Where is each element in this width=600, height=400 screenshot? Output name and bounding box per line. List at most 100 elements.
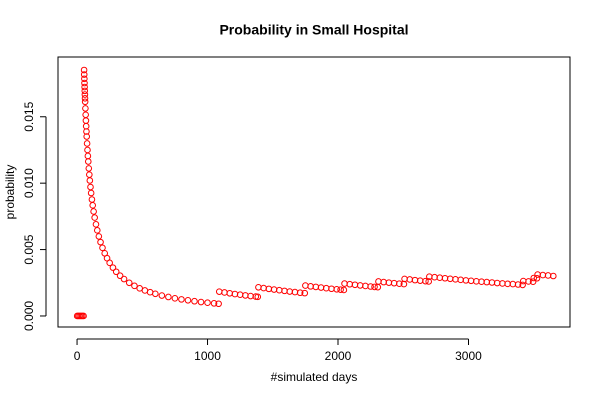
point	[254, 293, 262, 301]
x-tick-label: 2000	[325, 349, 352, 363]
point	[106, 259, 113, 267]
point	[525, 278, 532, 285]
point	[88, 196, 96, 203]
x-tick-label: 1000	[194, 349, 221, 363]
point	[296, 289, 304, 297]
point	[457, 276, 464, 284]
point	[351, 281, 359, 289]
point	[221, 289, 228, 296]
point	[514, 281, 522, 288]
point	[533, 274, 541, 282]
point	[81, 83, 88, 91]
point	[534, 271, 541, 278]
point	[158, 292, 166, 299]
point	[86, 171, 93, 178]
x-tick-label: 3000	[455, 349, 482, 363]
point	[362, 282, 369, 290]
point	[83, 133, 91, 140]
point	[91, 214, 98, 221]
point	[231, 290, 239, 298]
point	[247, 292, 254, 300]
point	[281, 287, 288, 295]
point	[184, 297, 192, 304]
point	[86, 177, 94, 184]
point	[367, 283, 374, 290]
point	[291, 288, 299, 296]
point	[371, 283, 378, 291]
point	[80, 312, 87, 320]
point	[275, 286, 283, 294]
point	[236, 291, 244, 299]
point	[95, 233, 103, 240]
point	[406, 276, 414, 283]
point	[396, 280, 403, 288]
point	[260, 284, 267, 292]
point	[226, 289, 234, 297]
point	[270, 286, 278, 293]
point	[385, 279, 393, 286]
point	[80, 71, 88, 78]
point	[152, 290, 159, 298]
y-axis-label: probability	[3, 165, 17, 220]
point	[530, 274, 538, 282]
point	[441, 274, 449, 282]
y-tick-label: 0.010	[22, 168, 36, 198]
point	[215, 288, 223, 295]
point	[82, 117, 90, 124]
point	[215, 300, 222, 308]
point	[380, 278, 387, 286]
point	[322, 284, 330, 292]
point	[84, 152, 92, 160]
point	[82, 105, 89, 112]
point	[340, 286, 348, 294]
point	[85, 165, 93, 172]
point	[337, 286, 344, 293]
point	[210, 300, 218, 307]
point	[416, 277, 424, 284]
point	[328, 285, 335, 293]
point	[82, 111, 89, 119]
point	[84, 146, 91, 154]
point	[390, 279, 398, 287]
x-axis-label: #simulated days	[271, 370, 358, 384]
point	[99, 244, 106, 252]
point	[265, 285, 273, 293]
plot-box	[57, 56, 571, 328]
point	[131, 282, 138, 290]
point	[422, 277, 429, 285]
point	[97, 238, 104, 246]
point	[333, 285, 341, 293]
point	[446, 275, 454, 283]
point	[89, 202, 97, 209]
point	[255, 283, 262, 291]
point	[116, 272, 124, 280]
point	[431, 273, 438, 281]
point	[125, 279, 133, 287]
point	[81, 79, 88, 87]
point	[204, 299, 211, 306]
point	[529, 278, 537, 286]
point	[286, 288, 294, 295]
point	[165, 293, 172, 301]
point	[242, 292, 249, 299]
point	[93, 227, 101, 234]
point	[87, 189, 95, 197]
point	[452, 276, 459, 283]
point	[197, 298, 205, 306]
point	[436, 274, 444, 282]
point	[307, 283, 314, 290]
point	[90, 208, 97, 215]
point	[302, 282, 309, 289]
point	[87, 183, 94, 191]
point	[411, 276, 419, 284]
point	[80, 66, 88, 74]
point	[109, 264, 117, 271]
point	[92, 221, 100, 228]
point	[81, 75, 88, 83]
chart-title: Probability in Small Hospital	[219, 22, 408, 38]
point	[317, 284, 325, 291]
point	[83, 128, 90, 135]
point	[81, 91, 89, 98]
point	[425, 278, 432, 285]
